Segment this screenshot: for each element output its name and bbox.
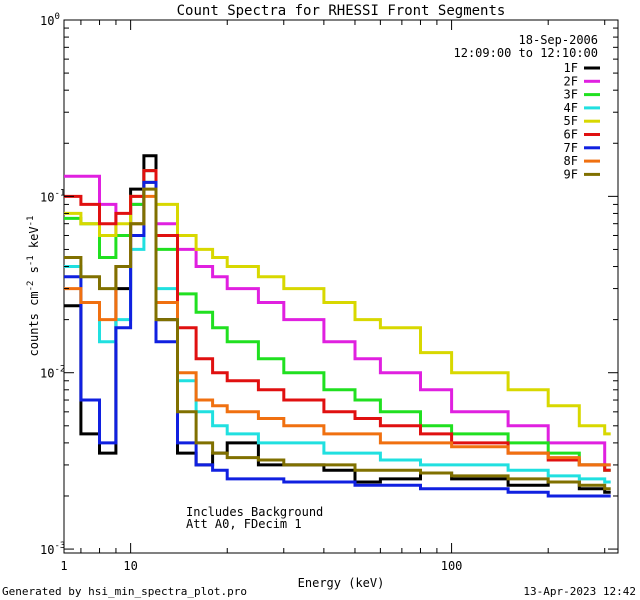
legend-label-8F: 8F [564, 154, 578, 168]
legend-label-4F: 4F [564, 101, 578, 115]
y-tick-base: 10 [40, 190, 54, 204]
timestamp-label: 13-Apr-2023 12:42 [523, 585, 636, 598]
background-note: Includes Background [186, 505, 323, 519]
hatch-line [246, 0, 640, 553]
legend-label-6F: 6F [564, 128, 578, 142]
y-axis-label-sup1: -2 [26, 281, 36, 292]
y-tick-label: 10-1 [40, 188, 65, 204]
y-axis-label-end: keV [27, 226, 41, 255]
series-group [64, 154, 611, 498]
x-axis-label: Energy (keV) [298, 576, 385, 590]
series-line-5F [64, 180, 611, 436]
series-line-2F [64, 169, 611, 467]
attenuator-note: Att A0, FDecim 1 [186, 517, 302, 531]
plot-frame [63, 19, 619, 554]
legend-label-3F: 3F [564, 88, 578, 102]
y-axis-label: counts cm-2 s-1 keV-1 [26, 216, 41, 357]
series-line-9F [64, 187, 611, 491]
date-label: 18-Sep-2006 [519, 33, 598, 47]
y-tick-base: 10 [40, 543, 54, 557]
y-axis-label-text: counts cm [27, 291, 41, 356]
legend-label-1F: 1F [564, 61, 578, 75]
y-tick-exp: 0 [54, 12, 59, 22]
y-axis-label-sup2: -1 [26, 255, 36, 266]
y-tick-base: 10 [40, 14, 54, 28]
y-tick-label: 10-2 [40, 365, 65, 381]
series-line-7F [64, 180, 611, 498]
y-tick-exp: -3 [54, 541, 65, 551]
legend-label-5F: 5F [564, 114, 578, 128]
y-tick-exp: -2 [54, 365, 65, 375]
y-tick-label: 10-3 [40, 541, 65, 557]
hatch-line [0, 0, 294, 553]
x-tick-label: 100 [441, 559, 463, 573]
series-line-4F [64, 180, 611, 484]
generated-by-label: Generated by hsi_min_spectra_plot.pro [2, 585, 247, 598]
x-edge-label: 1 [60, 559, 67, 573]
y-axis-label-sup3: -1 [26, 216, 36, 227]
legend-label-7F: 7F [564, 141, 578, 155]
time-range-label: 12:09:00 to 12:10:00 [454, 46, 599, 60]
y-tick-label: 100 [40, 12, 60, 28]
legend-label-2F: 2F [564, 74, 578, 88]
y-axis-label-mid: s [27, 266, 41, 280]
legend-label-9F: 9F [564, 167, 578, 181]
y-tick-exp: -1 [54, 188, 65, 198]
x-tick-label: 10 [123, 559, 137, 573]
y-tick-base: 10 [40, 367, 54, 381]
chart-title: Count Spectra for RHESSI Front Segments [177, 3, 506, 19]
hatch-line [0, 0, 340, 553]
